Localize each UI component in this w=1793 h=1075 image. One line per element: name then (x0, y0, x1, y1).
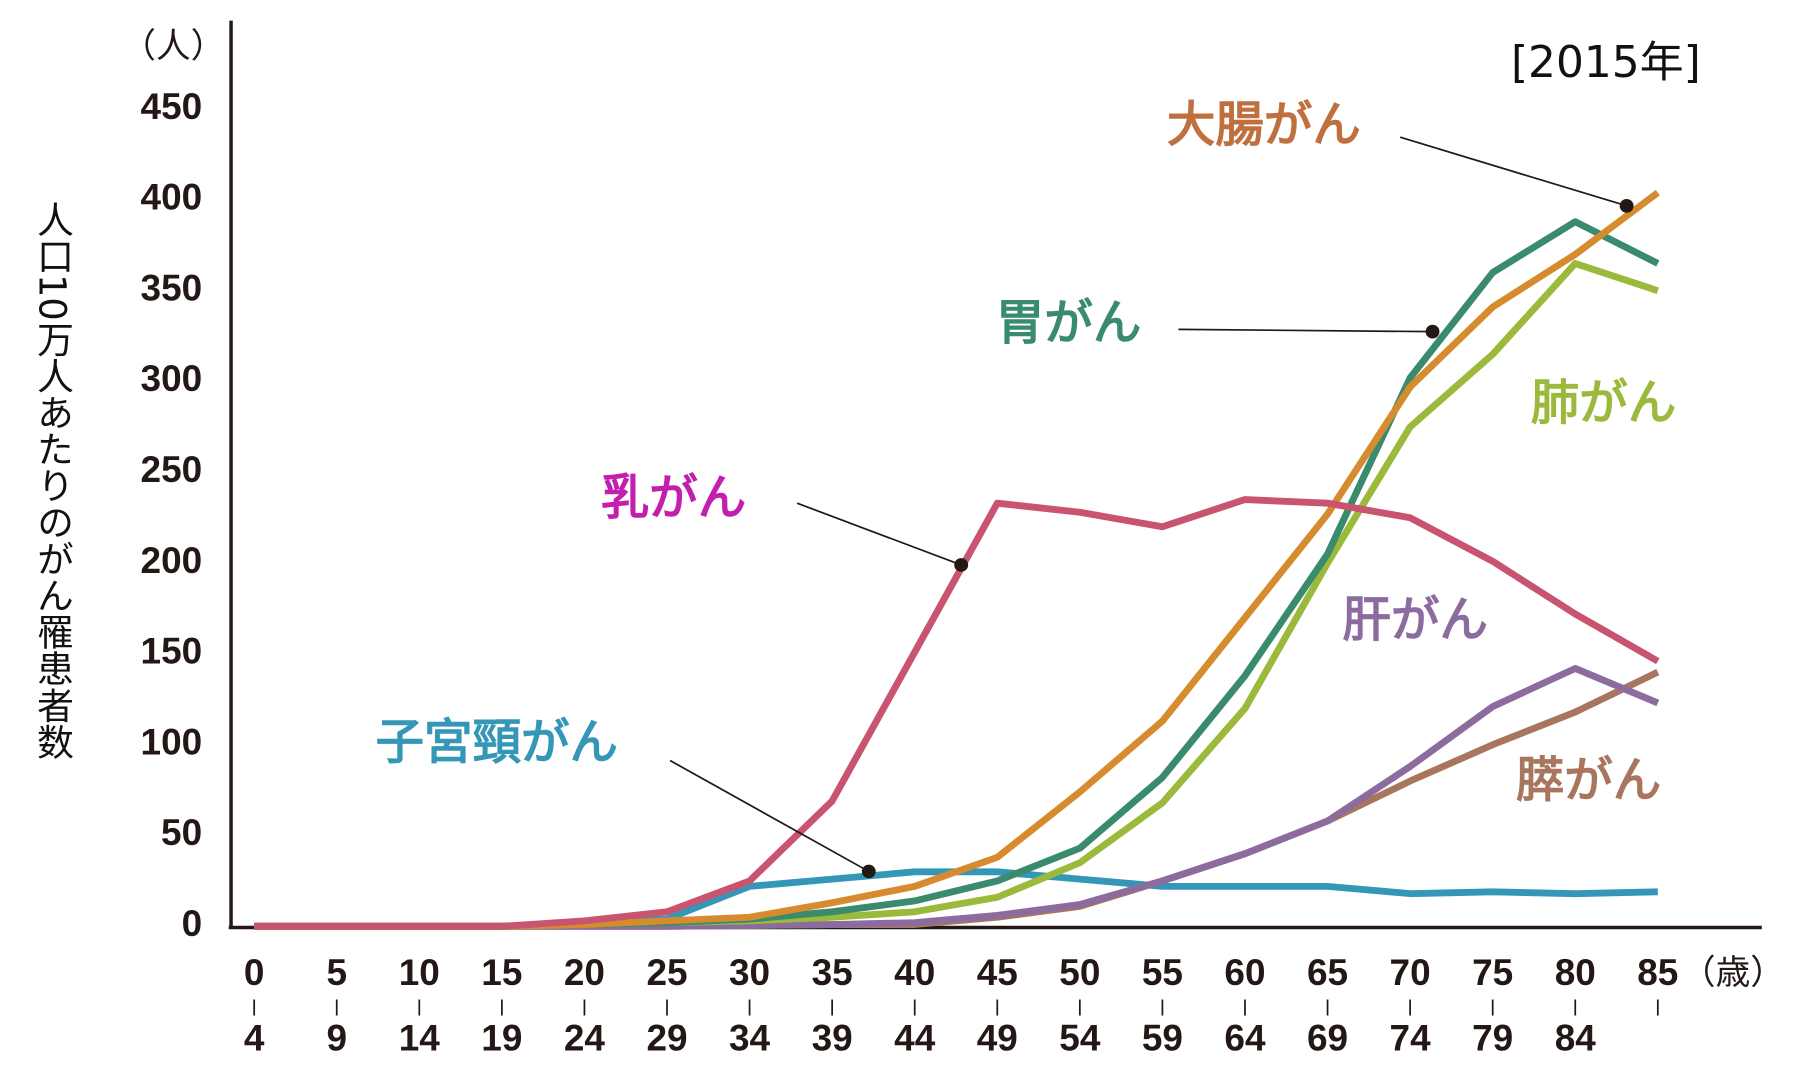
x-tick-label: 60 (1224, 952, 1265, 993)
x-tick-sublabel: 54 (1059, 1018, 1101, 1059)
x-tick-label: 0 (244, 952, 265, 993)
x-tick-sublabel: 44 (894, 1018, 936, 1059)
leader-dot (1619, 198, 1634, 213)
y-tick-label: 200 (141, 540, 203, 581)
x-tick-label: 80 (1555, 952, 1596, 993)
series-label: 子宮頸がん (375, 715, 618, 771)
series-line (254, 189, 1660, 930)
series-line (254, 496, 1660, 930)
x-unit: （歳） (1681, 953, 1785, 993)
x-tick-sublabel: 84 (1555, 1018, 1597, 1059)
y-tick-label: 50 (161, 812, 202, 853)
y-tick-label: 300 (141, 358, 203, 399)
chart-title: [2015年] (1511, 37, 1701, 88)
y-tick-label: 350 (141, 268, 203, 309)
x-tick-sublabel: 59 (1142, 1018, 1183, 1059)
series-label: 肝がん (1342, 592, 1488, 648)
x-tick-sublabel: 24 (564, 1018, 606, 1059)
x-tick-sublabel: 19 (481, 1018, 522, 1059)
series-label: 胃がん (996, 295, 1142, 351)
y-tick-label: 450 (141, 86, 203, 127)
leader-line (796, 502, 962, 566)
leader-line (1399, 136, 1627, 207)
x-tick-sublabel: 4 (244, 1018, 265, 1059)
x-tick-label: 55 (1142, 952, 1183, 993)
leader-line (1178, 328, 1433, 333)
x-tick-sublabel: 34 (729, 1018, 771, 1059)
x-tick-sublabel: 79 (1472, 1018, 1513, 1059)
y-tick-label: 150 (141, 631, 203, 672)
x-tick-label: 85 (1637, 952, 1678, 993)
x-tick-label: 15 (481, 952, 522, 993)
series-label: 大腸がん (1167, 97, 1361, 153)
series-label: 乳がん (601, 470, 747, 526)
x-tick-label: 70 (1390, 952, 1431, 993)
y-unit: （人） (121, 27, 225, 67)
x-tick-label: 20 (564, 952, 605, 993)
x-tick-label: 30 (729, 952, 770, 993)
x-tick-sublabel: 29 (646, 1018, 687, 1059)
x-tick-label: 40 (894, 952, 935, 993)
x-tick-sublabel: 74 (1390, 1018, 1432, 1059)
series-label: 膵がん (1516, 753, 1662, 809)
x-tick-label: 5 (326, 952, 347, 993)
x-tick-label: 25 (646, 952, 687, 993)
x-tick-sublabel: 9 (326, 1018, 347, 1059)
x-tick-sublabel: 39 (812, 1018, 853, 1059)
y-tick-label: 0 (182, 903, 203, 944)
x-tick-label: 45 (977, 952, 1018, 993)
series-label: 肺がん (1531, 375, 1677, 431)
y-tick-label: 250 (141, 449, 203, 490)
x-tick-sublabel: 49 (977, 1018, 1018, 1059)
y-axis-title: 人口10万人あたりのがん罹患者数 (30, 201, 73, 760)
x-tick-label: 50 (1059, 952, 1100, 993)
y-tick-label: 400 (141, 177, 203, 218)
x-tick-sublabel: 69 (1307, 1018, 1348, 1059)
x-tick-label: 65 (1307, 952, 1348, 993)
x-tick-label: 75 (1472, 952, 1513, 993)
x-tick-label: 35 (812, 952, 853, 993)
leader-dot (1425, 324, 1440, 339)
leader-line (669, 759, 870, 873)
leader-dot (954, 558, 969, 572)
y-tick-label: 100 (141, 722, 203, 763)
x-tick-sublabel: 64 (1224, 1018, 1266, 1059)
x-tick-sublabel: 14 (399, 1018, 441, 1059)
x-tick-label: 10 (399, 952, 440, 993)
leader-dot (861, 864, 876, 879)
